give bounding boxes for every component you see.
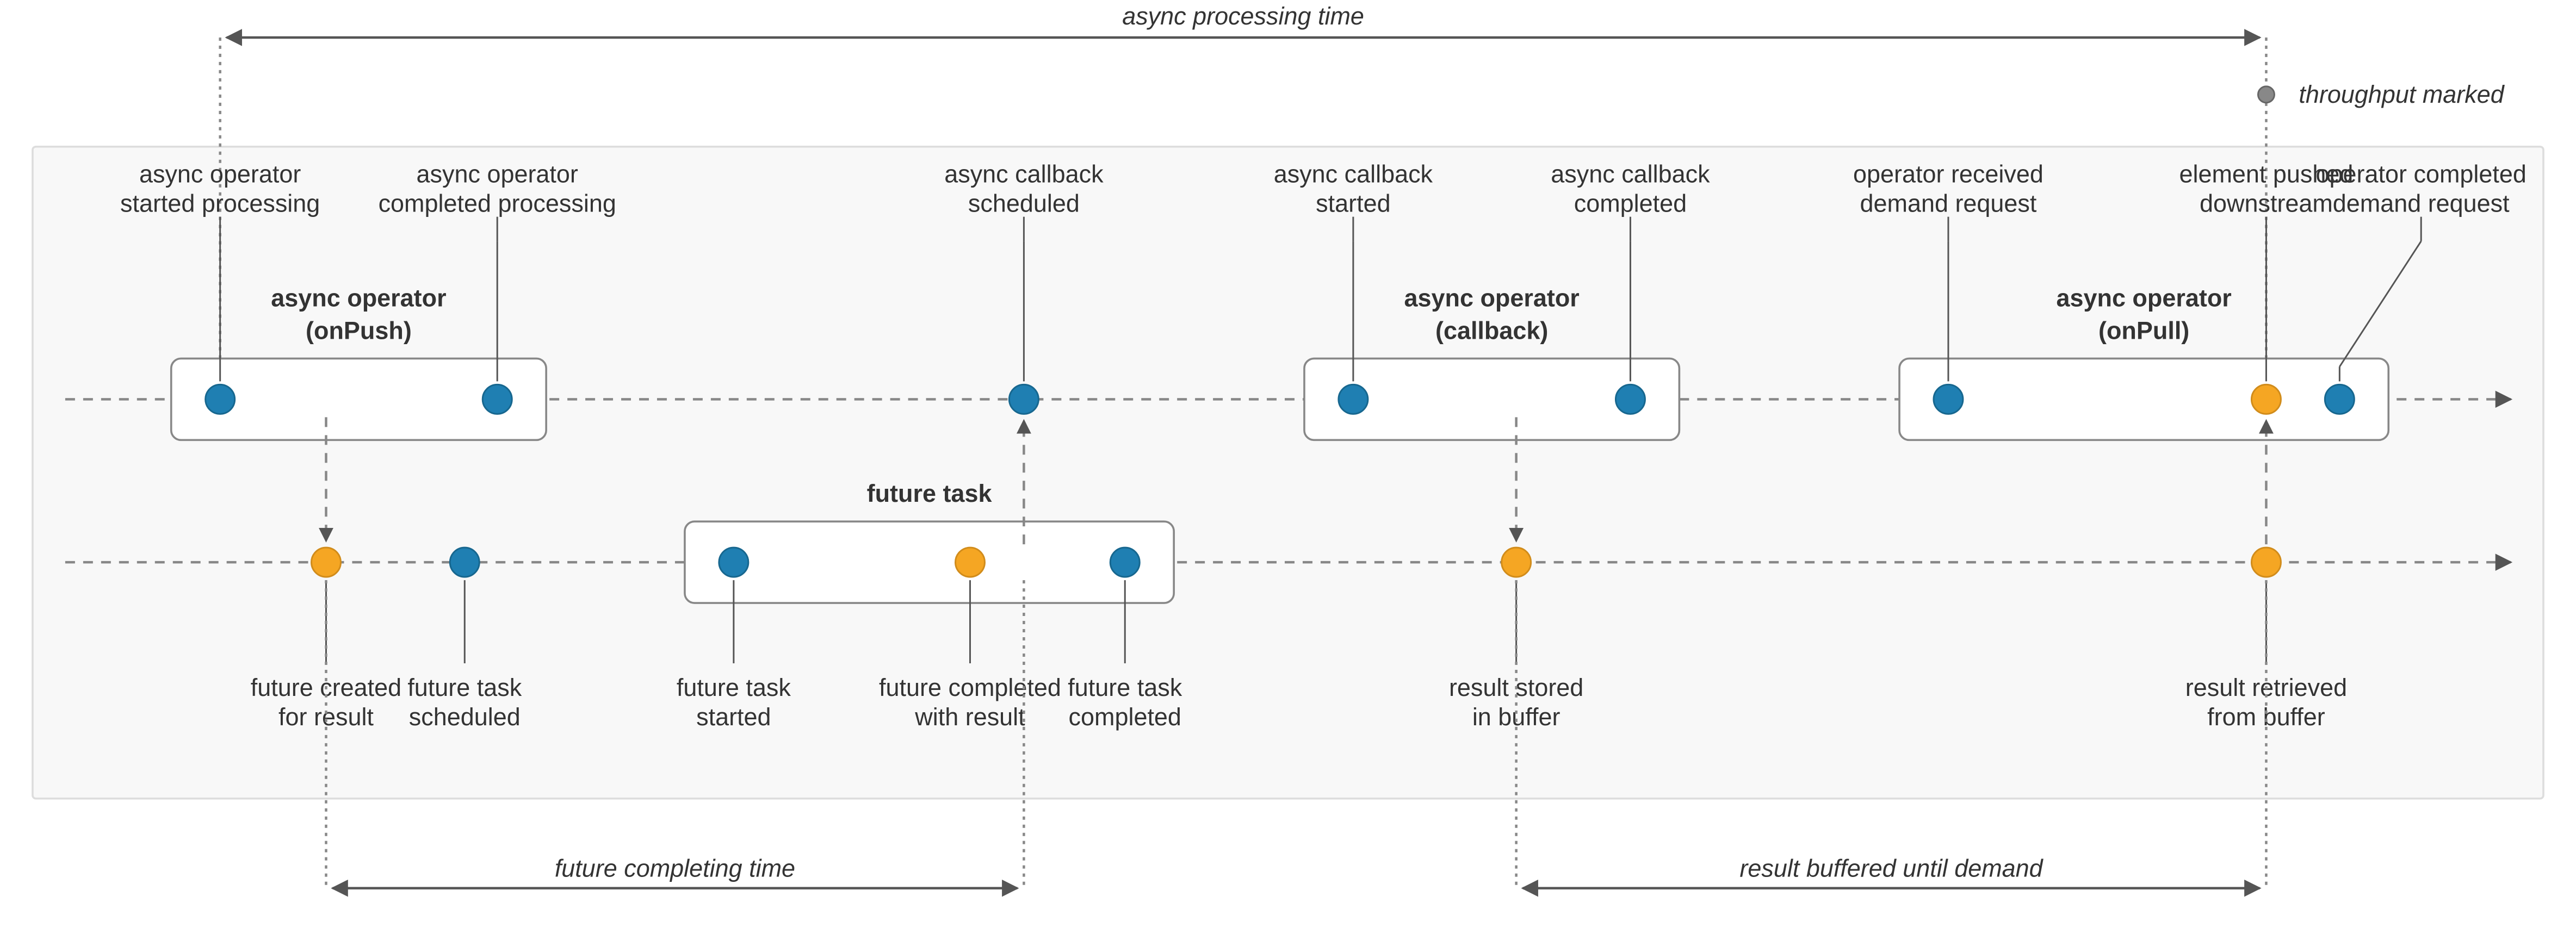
label-operator-completed-demand-l1: operator completed <box>2316 160 2527 188</box>
box-title-callback-l2: (callback) <box>1435 316 1548 344</box>
label-async-completed-processing-l2: completed processing <box>379 190 616 217</box>
label-future-task-started-l2: started <box>696 703 771 731</box>
future-completing-time-label: future completing time <box>555 855 795 882</box>
dot-future-task-scheduled <box>450 547 479 577</box>
label-operator-completed-demand-l2: demand request <box>2333 190 2510 217</box>
result-buffered-span-label: result buffered until demand <box>1739 855 2044 882</box>
dot-async-completed-processing <box>482 384 512 414</box>
dot-element-pushed-downstream <box>2251 384 2281 414</box>
label-element-pushed-downstream-l2: downstream <box>2200 190 2333 217</box>
throughput-dot <box>2258 86 2274 103</box>
label-async-completed-processing-l1: async operator <box>417 160 578 188</box>
dot-result-stored <box>1502 547 1531 577</box>
label-async-callback-scheduled-l1: async callback <box>944 160 1104 188</box>
label-result-stored-l2: in buffer <box>1472 703 1561 731</box>
label-async-callback-completed-l1: async callback <box>1551 160 1710 188</box>
label-future-created-l2: for result <box>278 703 374 731</box>
dot-future-task-completed <box>1110 547 1140 577</box>
dot-operator-received-demand <box>1934 384 1963 414</box>
box-title-onPull-l2: (onPull) <box>2098 316 2189 344</box>
label-future-task-started-l1: future task <box>677 674 791 701</box>
box-title-onPull-l1: async operator <box>2056 284 2231 312</box>
box-title-callback-l1: async operator <box>1404 284 1580 312</box>
dot-operator-completed-demand <box>2325 384 2354 414</box>
label-operator-received-demand-l2: demand request <box>1860 190 2037 217</box>
label-async-callback-started-l1: async callback <box>1274 160 1433 188</box>
label-future-completed-result-l2: with result <box>914 703 1025 731</box>
top-span-label: async processing time <box>1122 2 1364 30</box>
dot-async-callback-started <box>1339 384 1368 414</box>
box-title-future-l1: future task <box>867 480 993 507</box>
dot-future-completed-result <box>956 547 985 577</box>
dot-future-task-started <box>719 547 748 577</box>
label-async-started-processing-l1: async operator <box>139 160 301 188</box>
label-future-completed-result-l1: future completed <box>879 674 1061 701</box>
label-future-task-completed-l1: future task <box>1068 674 1182 701</box>
label-async-callback-scheduled-l2: scheduled <box>968 190 1080 217</box>
label-operator-received-demand-l1: operator received <box>1853 160 2044 188</box>
throughput-label: throughput marked <box>2299 80 2505 108</box>
box-onPull <box>1899 358 2388 440</box>
label-async-callback-started-l2: started <box>1316 190 1390 217</box>
dot-future-created <box>312 547 341 577</box>
dot-result-retrieved <box>2251 547 2281 577</box>
label-future-task-completed-l2: completed <box>1069 703 1181 731</box>
box-title-onPush-l1: async operator <box>271 284 446 312</box>
box-title-onPush-l2: (onPush) <box>306 316 412 344</box>
box-future <box>685 521 1174 603</box>
dot-async-callback-scheduled <box>1009 384 1038 414</box>
label-future-task-scheduled-l1: future task <box>407 674 522 701</box>
label-result-retrieved-l2: from buffer <box>2207 703 2325 731</box>
label-async-started-processing-l2: started processing <box>120 190 320 217</box>
async-timeline-diagram: async processing time throughput marked as… <box>0 0 2576 952</box>
dot-async-callback-completed <box>1615 384 1645 414</box>
label-async-callback-completed-l2: completed <box>1574 190 1687 217</box>
dot-async-started-processing <box>206 384 235 414</box>
label-future-task-scheduled-l2: scheduled <box>409 703 521 731</box>
